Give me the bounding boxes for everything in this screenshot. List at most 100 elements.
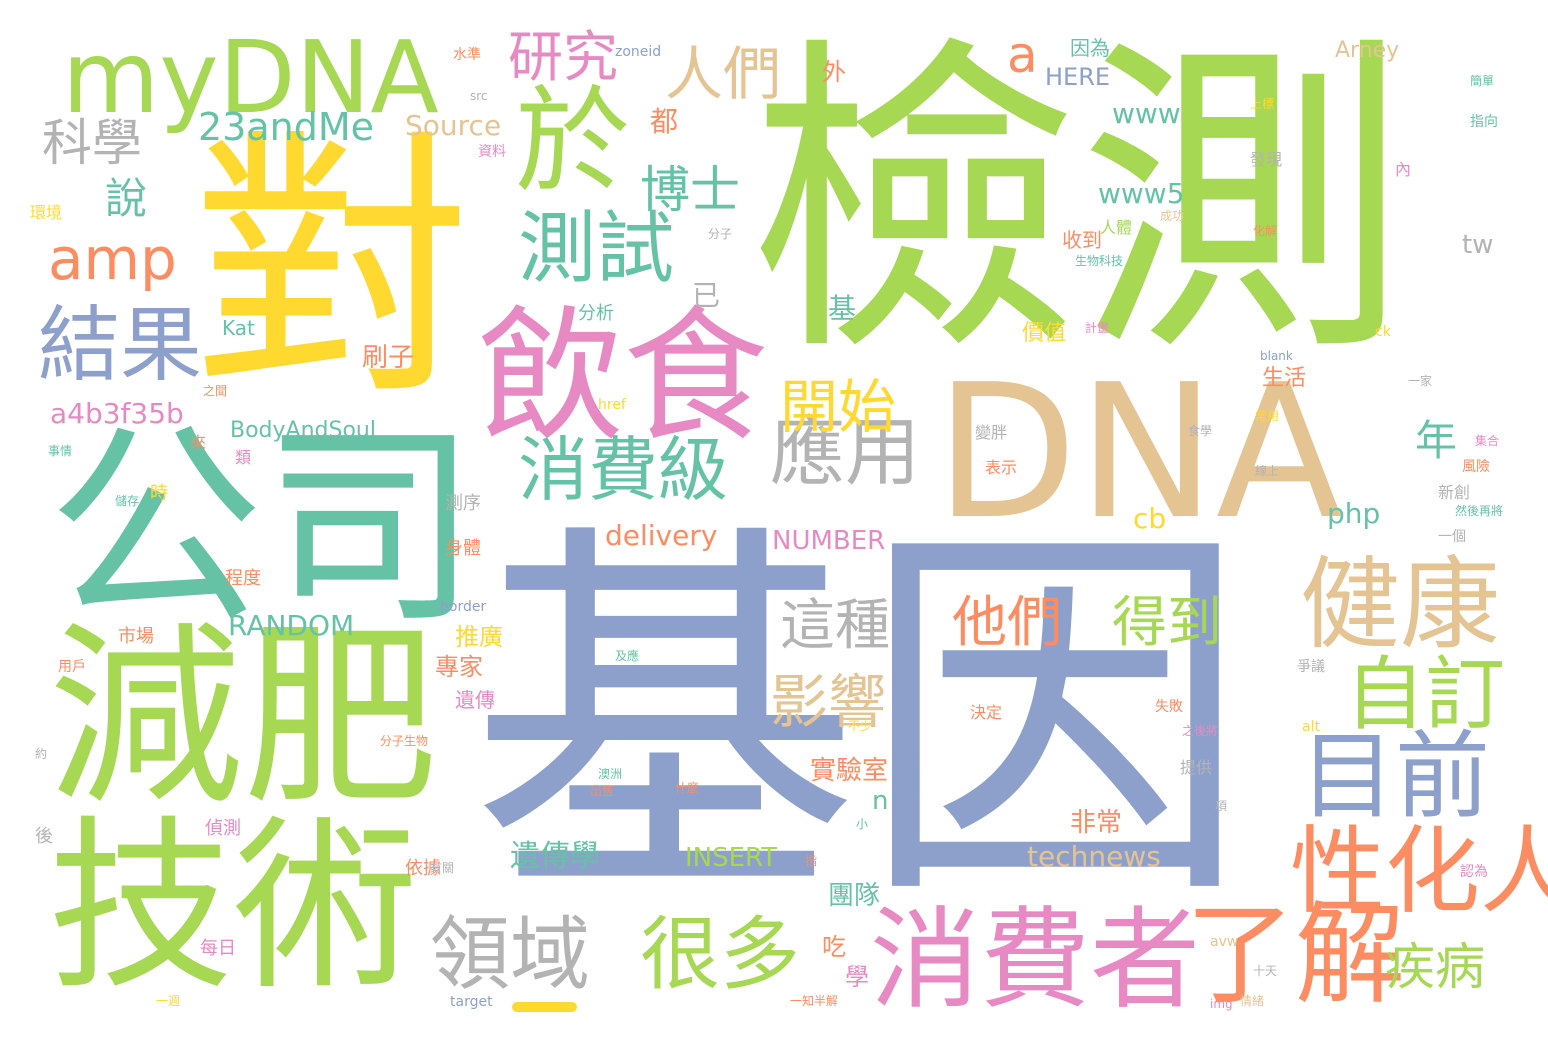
word-www5: www5 [1098,177,1185,210]
word-arney: Arney [1335,38,1400,63]
word-qingxu: 情緒 [1240,994,1265,1008]
word-shuazi: 刷子 [362,343,415,373]
word-border: border [440,599,487,615]
word-shitian: 十天 [1253,964,1278,978]
word-lei: 類 [235,448,252,467]
word-youguan: 有關 [430,861,455,875]
word-chengdu: 程度 [225,568,261,589]
word-shengwukeji: 生物科技 [1075,254,1124,268]
word-henduo: 很多 [640,908,800,1001]
word-dna: DNA [935,344,1343,560]
word-n-lower: n [872,786,889,816]
word-target: target [450,994,493,1010]
word-yu: 於 [515,75,631,209]
word-www: www [1112,97,1181,130]
word-yingxiang: 影響 [770,668,887,736]
word-faxian: 發現 [1250,150,1283,169]
word-tamen: 他們 [952,590,1063,654]
word-dui: 對 [192,107,472,433]
word-huanjing: 環境 [30,203,63,222]
word-lingyu: 領域 [430,908,590,1001]
word-yinshi: 飲食 [478,293,768,462]
word-nei: 內 [1395,160,1412,179]
word-ck: ck [1375,324,1391,340]
word-zoneid: zoneid [615,44,662,60]
word-chucun: 儲存 [115,494,140,508]
word-23andme: 23andMe [198,105,375,149]
word-php: php [1327,497,1381,530]
word-random: RANDOM [228,609,355,642]
word-liaojie: 了解 [1185,891,1405,1019]
word-shuo: 說 [105,174,148,223]
word-fenzi: 分子 [708,227,733,241]
word-shenghuo: 生活 [1262,366,1307,391]
word-yingyong: 應用 [770,408,921,496]
word-dou: 都 [650,105,679,138]
word-tuandui: 團隊 [828,881,881,911]
word-yichuanxue: 遺傳學 [510,839,600,874]
word-gexinghua-ren: 性化人 [1290,817,1548,927]
word-bianpang: 變胖 [975,423,1008,442]
word-jiance: 檢測 [748,11,1408,395]
word-xue: 學 [845,963,869,991]
word-zhezhong: 這種 [780,593,891,657]
word-blank: blank [1260,349,1293,363]
word-chi: 吃 [822,933,846,961]
word-jishu: 技術 [48,799,418,1015]
word-ziliao: 資料 [478,144,506,160]
word-mubqian: 目前 [1300,722,1491,832]
word-img: img [1210,997,1233,1011]
word-yige: 一個 [1438,529,1466,545]
word-yi: 已 [692,279,721,312]
word-jiankang: 健康 [1300,546,1500,663]
word-zhi: 指 [805,854,818,868]
word-jiying: 及應 [615,649,640,663]
word-fenzishengwu: 分子生物 [380,734,429,748]
word-ji: 基 [828,292,857,325]
word-shiyanshi: 實驗室 [810,756,889,786]
word-mydna: myDNA [62,19,439,136]
word-wai: 外 [822,58,846,86]
word-xiang: 項 [1215,799,1228,813]
word-zhenice: 偵測 [205,818,241,839]
word-yijia: 一家 [1408,374,1433,388]
word-cb: cb [1133,502,1167,535]
word-jibing: 疾病 [1385,938,1485,996]
word-xiao: 小 [856,817,869,831]
word-yiju: 依據 [405,858,441,879]
word-xiaofeiji: 消費級 [518,429,728,511]
word-ceshi: 測試 [518,204,675,294]
word-shangbiao: 上標 [1250,97,1275,111]
word-shi: 時 [150,483,168,504]
word-chengong: 成功 [1160,209,1185,223]
word-ranhouzaijiang: 然後再將 [1455,504,1504,518]
word-cexu: 測序 [445,493,481,514]
word-xinchuang: 新創 [1438,483,1471,502]
word-shibai: 失敗 [1155,699,1183,715]
word-renmen: 人們 [665,40,782,108]
word-nian: 年 [1415,416,1458,465]
word-aozhou: 澳洲 [598,767,623,781]
word-amp: amp [48,225,177,293]
word-zhuanjia: 專家 [435,653,483,681]
word-tuiguang: 推廣 [455,623,503,651]
word-yichuan: 遺傳 [455,688,495,712]
word-fengxian: 風險 [1462,459,1490,475]
word-renwei: 認為 [1460,864,1488,880]
word-kaishi: 開始 [780,373,897,441]
word-avw: avw [1210,934,1239,950]
word-yonghu: 用戶 [58,659,86,675]
word-renti: 人體 [1100,218,1133,237]
word-shichang: 市場 [118,626,154,647]
word-shenmo: 什麼 [675,781,700,795]
word-fenxi: 分析 [578,303,614,324]
word-tigong: 提供 [1180,758,1213,777]
word-meiri: 每日 [200,938,236,959]
word-jieguo: 結果 [38,298,203,393]
word-zidingyi: 自訂 [1345,648,1505,741]
word-feichang: 非常 [1070,808,1123,838]
word-boshi: 博士 [640,161,740,219]
word-href: href [598,397,626,413]
word-yinwei: 因為 [1070,36,1110,60]
